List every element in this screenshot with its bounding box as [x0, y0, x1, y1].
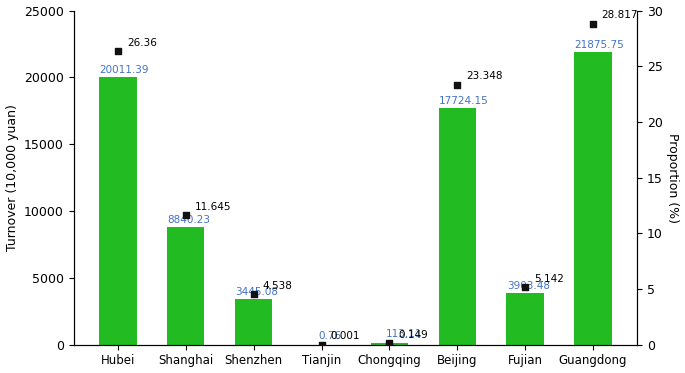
Point [384, 340, 395, 346]
Point [248, 291, 259, 297]
Bar [235, 299, 273, 345]
Point [316, 342, 327, 348]
Bar [574, 52, 612, 345]
Text: 3903.48: 3903.48 [507, 280, 550, 291]
Text: 17724.15: 17724.15 [439, 96, 488, 106]
Point [588, 21, 599, 27]
Text: 3445.08: 3445.08 [236, 287, 278, 297]
Bar [371, 343, 408, 345]
Text: 0.001: 0.001 [330, 331, 360, 341]
Text: 5.142: 5.142 [534, 274, 564, 284]
Bar [99, 77, 136, 345]
Text: 0.76: 0.76 [318, 331, 341, 341]
Text: 28.817: 28.817 [601, 10, 638, 21]
Text: 0.149: 0.149 [398, 330, 428, 340]
Bar [167, 226, 205, 345]
Point [180, 212, 191, 218]
Text: 113.11: 113.11 [386, 329, 423, 339]
Bar [506, 292, 544, 345]
Bar [438, 108, 476, 345]
Text: 11.645: 11.645 [195, 202, 231, 211]
Y-axis label: Proportion (%): Proportion (%) [667, 133, 680, 223]
Text: 23.348: 23.348 [466, 71, 503, 81]
Text: 8840.23: 8840.23 [168, 214, 210, 225]
Text: 4.538: 4.538 [262, 281, 292, 291]
Point [112, 48, 123, 54]
Point [451, 82, 462, 88]
Text: 21875.75: 21875.75 [575, 40, 624, 50]
Text: 26.36: 26.36 [127, 38, 157, 48]
Y-axis label: Turnover (10,000 yuan): Turnover (10,000 yuan) [5, 104, 18, 251]
Point [520, 285, 531, 291]
Text: 20011.39: 20011.39 [99, 65, 149, 75]
